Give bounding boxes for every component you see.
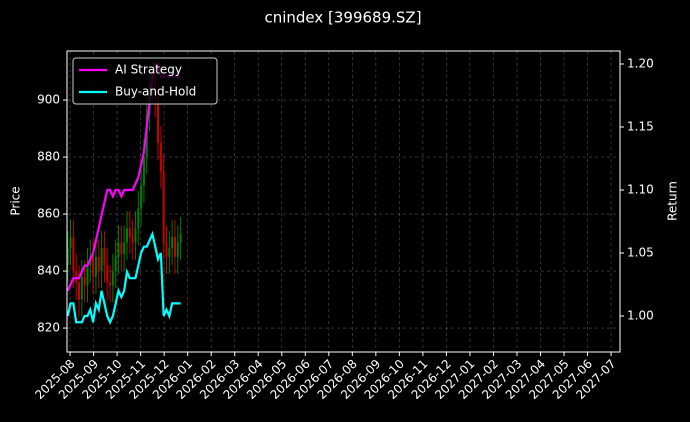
- y-tick-label: 820: [37, 321, 60, 335]
- plot-frame: [66, 50, 621, 353]
- legend-label: Buy-and-Hold: [115, 85, 196, 99]
- candle-body: [123, 242, 126, 254]
- candle-body: [106, 265, 109, 283]
- candle-body: [86, 265, 89, 286]
- candle-body: [72, 236, 75, 272]
- candle-body: [83, 276, 86, 286]
- candle-body: [168, 248, 171, 257]
- candle-body: [97, 256, 100, 272]
- candle-body: [179, 233, 182, 243]
- candle-body: [111, 271, 114, 286]
- candle-body: [114, 256, 117, 272]
- candle-body: [120, 242, 123, 254]
- candle-body: [142, 157, 145, 186]
- y-tick-label: 840: [37, 264, 60, 278]
- chart-title: cnindex [399689.SZ]: [264, 9, 421, 27]
- candle-body: [159, 142, 162, 172]
- y-tick-label: 860: [37, 207, 60, 221]
- candle-body: [140, 185, 143, 209]
- candle-body: [69, 236, 72, 249]
- candle-body: [131, 236, 134, 243]
- candle-body: [176, 242, 179, 257]
- y-tick-label: 900: [37, 93, 60, 107]
- candle-body: [125, 228, 128, 243]
- y-tick-label: 880: [37, 150, 60, 164]
- candle-body: [75, 271, 78, 283]
- candle-body: [103, 248, 106, 266]
- candle-body: [66, 248, 69, 266]
- candle-body: [137, 208, 140, 229]
- candle-body: [77, 282, 80, 300]
- series-line: [66, 230, 181, 325]
- legend-label: AI Strategy: [115, 63, 182, 77]
- candle-body: [173, 236, 176, 257]
- candle-body: [157, 100, 160, 143]
- y-axis-label: Price: [9, 186, 23, 215]
- candle-body: [117, 242, 120, 257]
- candle-body: [134, 228, 137, 243]
- y2-tick-label: 1.10: [627, 182, 654, 196]
- candle-body: [92, 256, 95, 277]
- legend-box: [72, 57, 218, 105]
- candle-body: [171, 236, 174, 249]
- y2-tick-label: 1.15: [627, 119, 654, 133]
- y2-axis-label: Return: [666, 181, 680, 221]
- candle-body: [162, 171, 165, 243]
- candle-body: [128, 228, 131, 237]
- candle-body: [109, 282, 112, 286]
- candle-body: [165, 242, 168, 257]
- candle-body: [94, 256, 97, 277]
- y2-tick-label: 1.00: [627, 308, 654, 322]
- y2-tick-label: 1.05: [627, 245, 654, 259]
- y2-tick-label: 1.20: [627, 56, 654, 70]
- candle-body: [100, 248, 103, 272]
- candle-body: [80, 276, 83, 300]
